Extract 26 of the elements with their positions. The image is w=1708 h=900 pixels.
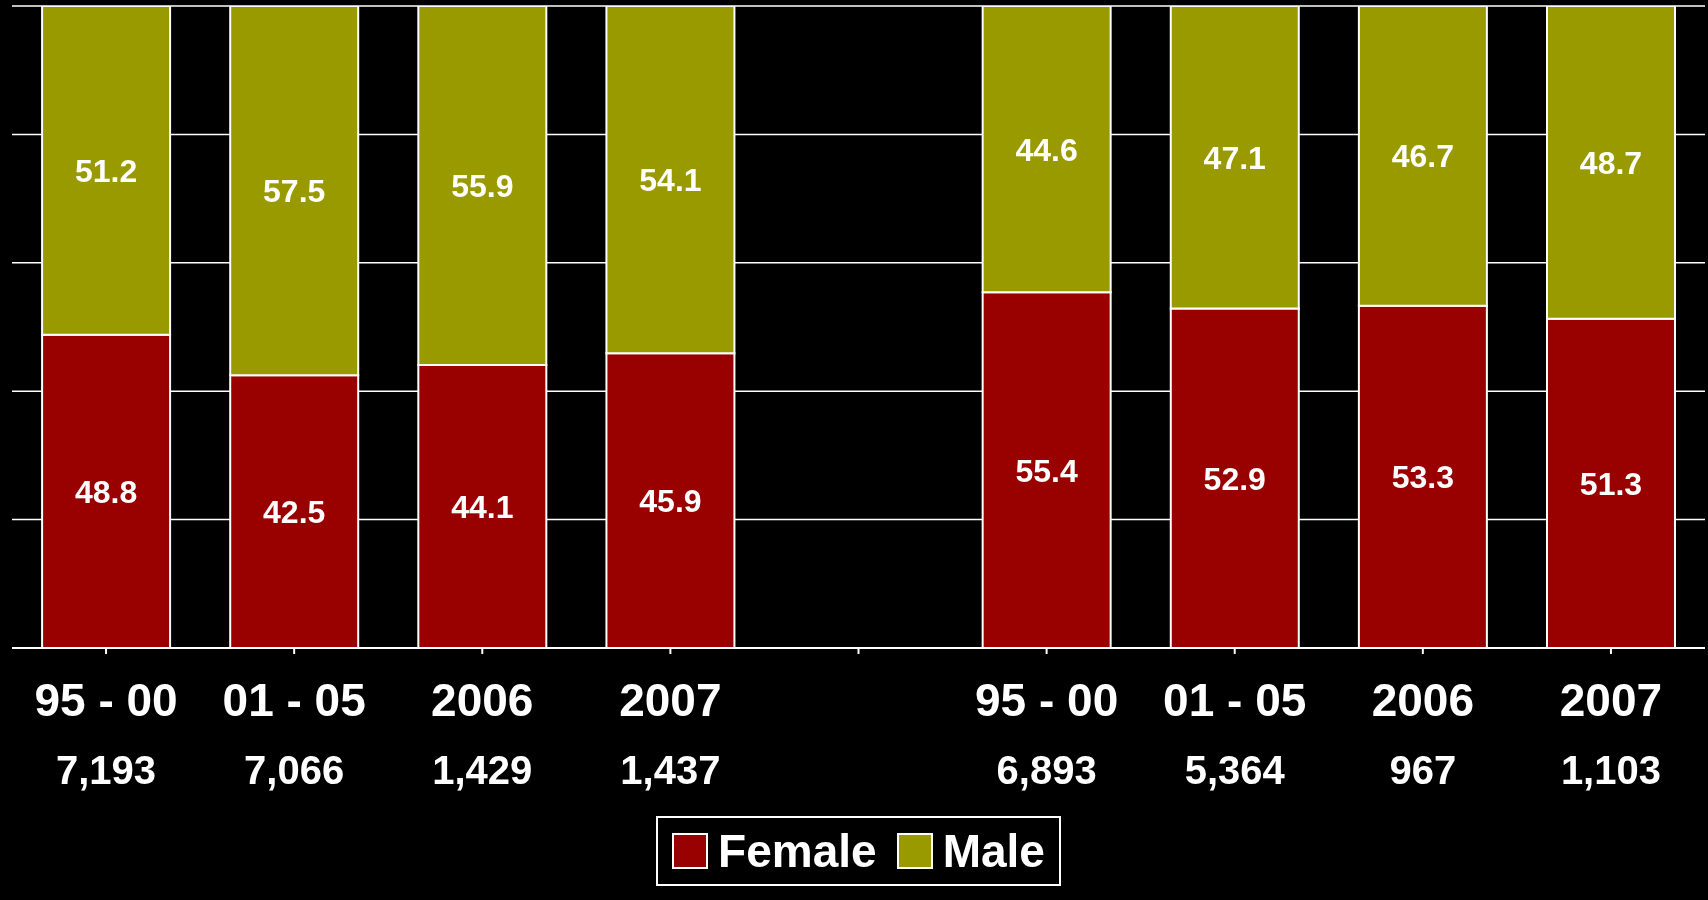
x-tick-label: 2007 1,103 <box>1559 674 1663 792</box>
data-label: 46.7 <box>1391 138 1455 175</box>
data-label: 44.1 <box>451 488 514 525</box>
data-label: 48.8 <box>74 473 138 510</box>
x-tick-label: 01 - 05 5,364 <box>1163 674 1307 792</box>
data-label: 52.9 <box>1203 460 1266 497</box>
x-tick-label: 95 - 00 7,193 <box>34 674 178 792</box>
data-label: 48.7 <box>1579 144 1643 181</box>
x-tick-label: 95 - 00 6,893 <box>975 674 1119 792</box>
data-label: 42.5 <box>263 493 326 530</box>
data-label: 51.2 <box>74 152 138 189</box>
x-tick-label: 2007 1,437 <box>619 674 722 792</box>
legend-label: Male <box>942 824 1045 878</box>
data-label: 57.5 <box>263 172 326 209</box>
legend-label: Female <box>718 824 877 878</box>
data-label: 53.3 <box>1391 459 1455 496</box>
data-label: 55.9 <box>451 167 514 204</box>
data-label: 44.6 <box>1015 131 1078 168</box>
data-label: 54.1 <box>639 162 702 199</box>
x-tick-label: 2006 967 <box>1371 674 1475 792</box>
x-tick-label: 2006 1,429 <box>431 674 534 792</box>
x-tick-label: 01 - 05 7,066 <box>222 674 366 792</box>
data-label: 51.3 <box>1579 465 1643 502</box>
data-label: 45.9 <box>639 483 702 520</box>
data-label: 55.4 <box>1015 452 1078 489</box>
data-label: 47.1 <box>1203 139 1266 176</box>
